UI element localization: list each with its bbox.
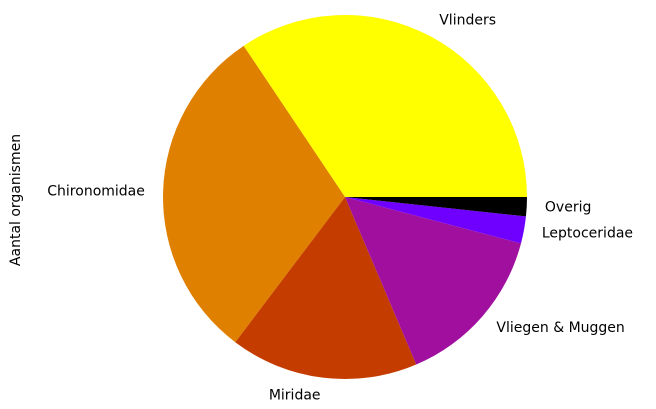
y-axis-label: Aantal organismen xyxy=(8,134,24,266)
pie-slice xyxy=(235,197,417,379)
slice-label: Overig xyxy=(545,200,591,216)
pie-slice xyxy=(243,15,528,197)
slice-label: Leptoceridae xyxy=(542,225,633,241)
slice-label: Miridae xyxy=(269,388,321,404)
slice-label: Vlinders xyxy=(439,12,496,28)
pie-slice xyxy=(163,45,345,343)
pie-slice xyxy=(345,197,526,244)
pie-slice xyxy=(345,197,528,217)
slice-label: Vliegen & Muggen xyxy=(496,320,624,336)
pie-slice xyxy=(345,197,521,365)
slice-label: Chironomidae xyxy=(47,183,145,199)
